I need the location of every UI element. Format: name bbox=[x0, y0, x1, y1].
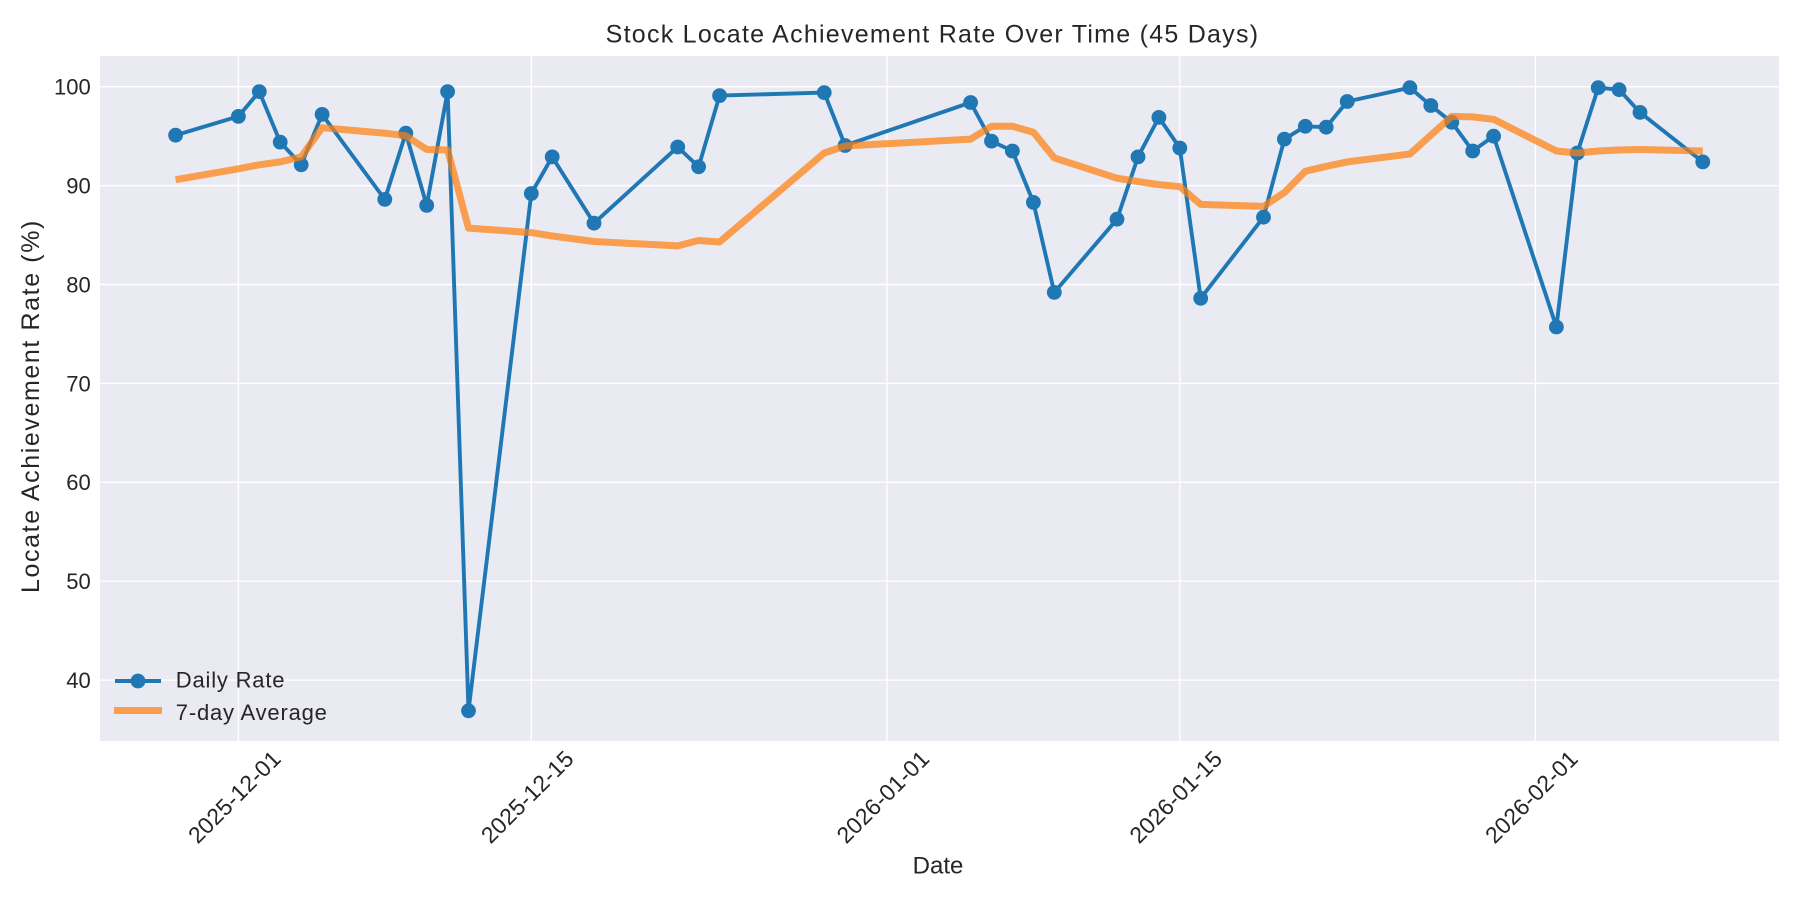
svg-text:100: 100 bbox=[54, 75, 91, 100]
svg-text:80: 80 bbox=[66, 272, 90, 297]
svg-text:7-day Average: 7-day Average bbox=[176, 700, 328, 725]
svg-text:Daily Rate: Daily Rate bbox=[176, 668, 285, 693]
svg-text:Date: Date bbox=[913, 852, 964, 879]
svg-text:40: 40 bbox=[66, 668, 90, 693]
svg-text:90: 90 bbox=[66, 174, 90, 199]
svg-text:50: 50 bbox=[66, 569, 90, 594]
svg-text:60: 60 bbox=[66, 470, 90, 495]
svg-text:Locate Achievement Rate (%): Locate Achievement Rate (%) bbox=[17, 219, 45, 593]
svg-text:70: 70 bbox=[66, 371, 90, 396]
svg-text:Stock Locate Achievement Rate: Stock Locate Achievement Rate Over Time … bbox=[606, 21, 1260, 49]
